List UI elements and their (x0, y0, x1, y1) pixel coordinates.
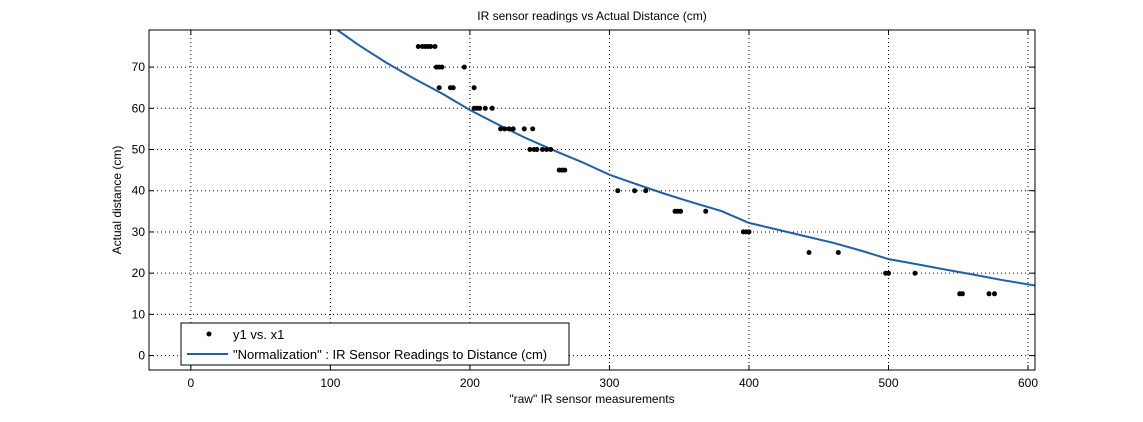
y-tick-label: 60 (132, 101, 146, 115)
fit-curve (336, 29, 1036, 287)
data-point (530, 126, 536, 132)
axis-ticks (149, 30, 1035, 370)
data-point (502, 126, 508, 132)
data-point (544, 147, 550, 152)
data-point (912, 270, 918, 276)
data-point (835, 250, 841, 255)
legend-label-markers: y1 vs. x1 (233, 327, 284, 342)
y-tick-label: 0 (138, 349, 145, 363)
x-axis-label: "raw" IR sensor measurements (509, 392, 674, 406)
data-point (527, 147, 533, 152)
legend-marker-swatch (206, 331, 212, 337)
data-point (703, 208, 709, 214)
legend-label-line: "Normalization" : IR Sensor Readings to … (233, 347, 547, 362)
data-point (482, 105, 488, 111)
data-point (886, 270, 891, 276)
data-point (498, 126, 504, 132)
y-tick-label: 40 (132, 184, 146, 198)
fit-line-layer (336, 29, 1036, 287)
data-point (746, 229, 752, 235)
data-point (489, 105, 495, 111)
data-point (428, 44, 434, 49)
y-axis-label: Actual distance (cm) (110, 146, 124, 255)
data-point (534, 147, 540, 152)
data-point (540, 147, 545, 152)
x-tick-label: 600 (1018, 376, 1038, 390)
data-point (477, 105, 483, 111)
tick-labels: 0 100 200 300 400 500 600 0 10 20 30 40 50 60 70 (132, 60, 1039, 390)
data-point (471, 85, 477, 91)
plot-background (149, 30, 1035, 370)
data-point (439, 64, 445, 70)
y-tick-label: 30 (132, 225, 146, 239)
data-point (959, 291, 965, 297)
data-point (986, 291, 992, 297)
x-tick-label: 100 (320, 376, 340, 390)
y-tick-label: 10 (132, 307, 146, 321)
data-point (521, 126, 527, 132)
data-point (643, 188, 649, 194)
data-point (510, 126, 516, 132)
data-point (615, 188, 621, 194)
data-point (432, 44, 438, 49)
grid (149, 30, 1035, 370)
data-point (806, 250, 812, 255)
legend: y1 vs. x1 "Normalization" : IR Sensor Re… (180, 322, 570, 366)
x-tick-label: 0 (188, 376, 195, 390)
data-point (415, 44, 421, 49)
data-point (548, 147, 554, 152)
y-tick-label: 20 (132, 266, 146, 280)
chart-title: IR sensor readings vs Actual Distance (c… (477, 9, 706, 23)
data-point (992, 291, 997, 297)
data-point (506, 126, 512, 132)
data-point (562, 167, 568, 173)
y-tick-label: 50 (132, 143, 146, 157)
data-point (450, 85, 456, 91)
y-tick-label: 70 (132, 60, 146, 74)
data-point (678, 208, 684, 214)
x-tick-label: 500 (878, 376, 898, 390)
data-point (461, 64, 467, 70)
plot-frame (148, 29, 1036, 371)
x-tick-label: 200 (460, 376, 480, 390)
data-point (632, 188, 638, 194)
legend-box (180, 322, 570, 366)
data-point (436, 85, 442, 91)
marker-layer (415, 44, 997, 297)
x-tick-label: 300 (599, 376, 619, 390)
x-tick-label: 400 (739, 376, 759, 390)
